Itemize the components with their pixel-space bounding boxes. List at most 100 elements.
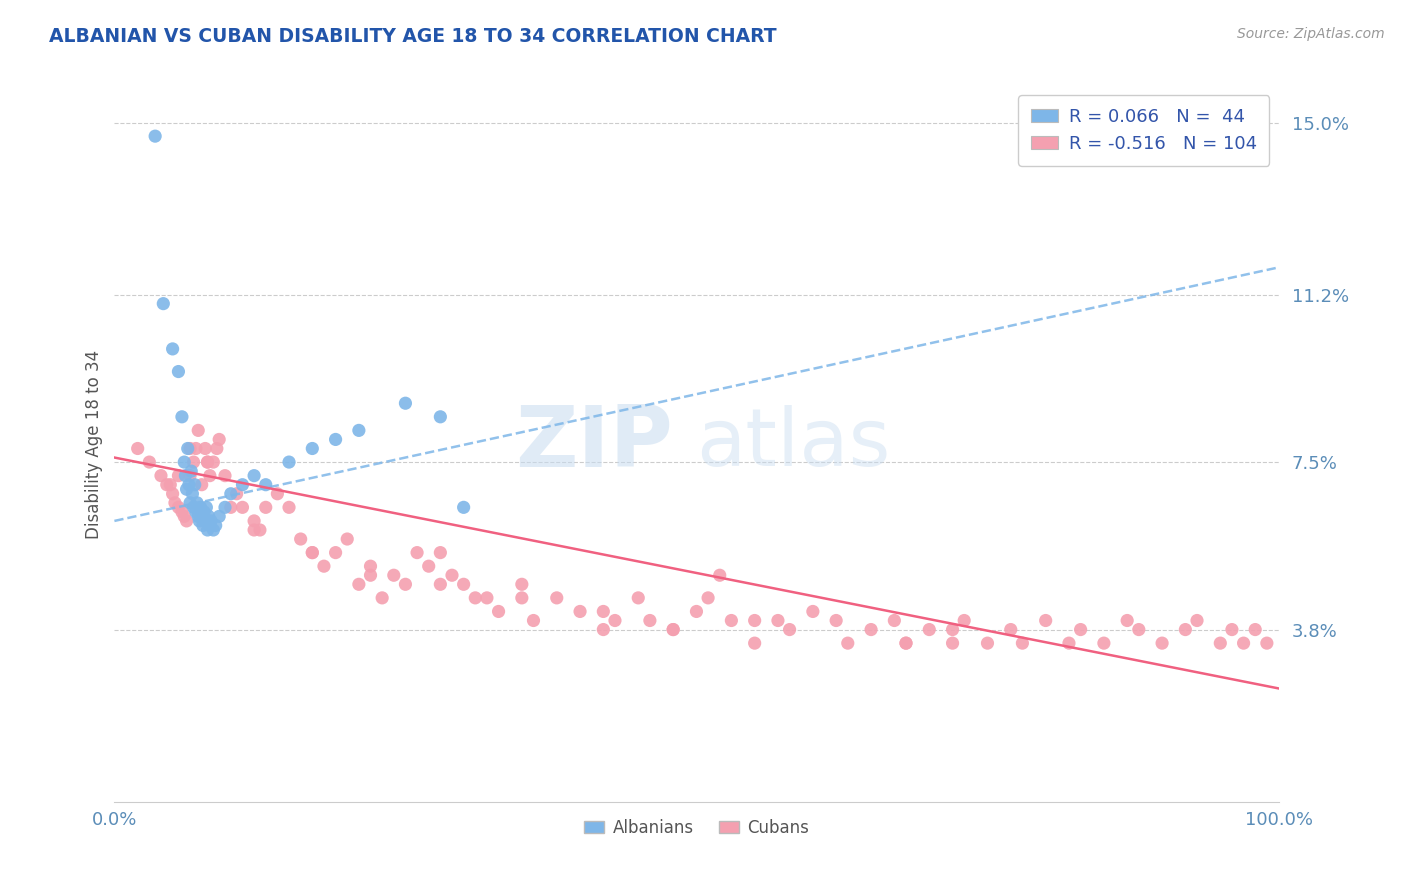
Point — [193, 505, 215, 519]
Point — [170, 505, 193, 519]
Point — [440, 568, 463, 582]
Point — [569, 604, 592, 618]
Point — [453, 577, 475, 591]
Point — [187, 509, 209, 524]
Point — [231, 477, 253, 491]
Point — [418, 559, 440, 574]
Point — [176, 514, 198, 528]
Point — [179, 468, 201, 483]
Point — [202, 455, 225, 469]
Point — [219, 500, 242, 515]
Point — [177, 442, 200, 456]
Point — [894, 636, 917, 650]
Point — [860, 623, 883, 637]
Point — [243, 468, 266, 483]
Point — [1152, 636, 1174, 650]
Point — [1256, 636, 1278, 650]
Point — [188, 514, 211, 528]
Point — [138, 455, 160, 469]
Point — [208, 433, 231, 447]
Point — [522, 614, 544, 628]
Point — [180, 464, 202, 478]
Point — [194, 514, 217, 528]
Point — [179, 442, 201, 456]
Point — [225, 487, 247, 501]
Y-axis label: Disability Age 18 to 34: Disability Age 18 to 34 — [86, 350, 103, 539]
Point — [638, 614, 661, 628]
Point — [170, 409, 193, 424]
Point — [173, 509, 195, 524]
Point — [249, 523, 271, 537]
Point — [546, 591, 568, 605]
Point — [744, 636, 766, 650]
Point — [382, 568, 405, 582]
Point — [214, 468, 236, 483]
Point — [152, 296, 174, 310]
Point — [429, 577, 451, 591]
Point — [603, 614, 626, 628]
Point — [195, 500, 218, 515]
Point — [336, 532, 359, 546]
Point — [488, 604, 510, 618]
Point — [825, 614, 848, 628]
Point — [301, 546, 323, 560]
Point — [231, 500, 253, 515]
Point — [406, 546, 429, 560]
Point — [347, 577, 370, 591]
Point — [194, 442, 217, 456]
Text: ALBANIAN VS CUBAN DISABILITY AGE 18 TO 34 CORRELATION CHART: ALBANIAN VS CUBAN DISABILITY AGE 18 TO 3… — [49, 27, 778, 45]
Point — [894, 636, 917, 650]
Point — [173, 455, 195, 469]
Point — [312, 559, 335, 574]
Point — [149, 468, 172, 483]
Point — [325, 546, 347, 560]
Point — [204, 518, 226, 533]
Point — [184, 477, 207, 491]
Point — [159, 477, 181, 491]
Point — [183, 500, 205, 515]
Point — [360, 568, 382, 582]
Point — [198, 518, 221, 533]
Point — [181, 487, 204, 501]
Legend: Albanians, Cubans: Albanians, Cubans — [578, 812, 815, 843]
Point — [709, 568, 731, 582]
Point — [278, 455, 301, 469]
Point — [941, 623, 963, 637]
Point — [779, 623, 801, 637]
Point — [162, 487, 184, 501]
Point — [766, 614, 789, 628]
Point — [918, 623, 941, 637]
Point — [197, 523, 219, 537]
Point — [184, 505, 207, 519]
Point — [266, 487, 288, 501]
Point — [429, 409, 451, 424]
Point — [197, 455, 219, 469]
Point — [301, 546, 323, 560]
Point — [167, 468, 190, 483]
Point — [205, 442, 228, 456]
Point — [179, 496, 201, 510]
Text: atlas: atlas — [696, 405, 891, 483]
Point — [190, 509, 212, 524]
Point — [301, 442, 323, 456]
Point — [592, 623, 614, 637]
Point — [371, 591, 394, 605]
Point — [347, 423, 370, 437]
Point — [429, 546, 451, 560]
Point — [883, 614, 905, 628]
Point — [1057, 636, 1080, 650]
Text: ZIP: ZIP — [516, 402, 673, 485]
Point — [243, 523, 266, 537]
Point — [1116, 614, 1139, 628]
Point — [475, 591, 498, 605]
Point — [394, 396, 416, 410]
Point — [202, 523, 225, 537]
Point — [200, 514, 222, 528]
Point — [163, 496, 186, 510]
Point — [278, 500, 301, 515]
Point — [183, 455, 205, 469]
Point — [662, 623, 685, 637]
Point — [510, 577, 533, 591]
Point — [744, 614, 766, 628]
Point — [290, 532, 312, 546]
